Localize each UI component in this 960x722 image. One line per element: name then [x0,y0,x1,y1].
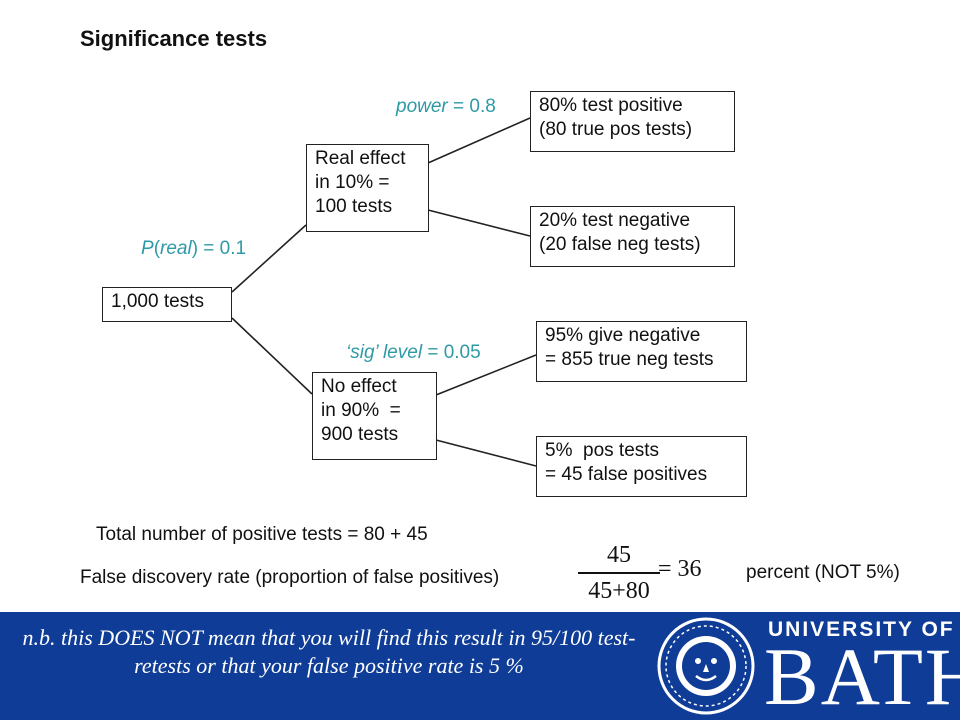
total-positive-text: Total number of positive tests = 80 + 45 [96,524,428,545]
node-real-effect: Real effect in 10% = 100 tests [306,144,429,232]
logo-university-of: UNIVERSITY OF [768,618,955,641]
connector-none-trueneg [435,354,537,396]
slide-title: Significance tests [80,26,268,51]
footer-band [0,612,960,720]
connector-root-real [231,224,307,293]
node-true-negative: 95% give negative = 855 true neg tests [536,321,747,382]
connector-real-falseneg [427,209,531,237]
percent-note: percent (NOT 5%) [746,562,900,583]
label-sig-level: ‘sig’ level = 0.05 [346,342,481,363]
fdr-numerator: 45 [607,542,631,568]
connector-real-truepos [427,117,531,164]
label-p-real: P(real) = 0.1 [141,238,247,259]
connector-none-falsepos [435,439,537,467]
node-root: 1,000 tests [102,287,232,322]
node-false-negative: 20% test negative (20 false neg tests) [530,206,735,267]
node-no-effect: No effect in 90% = 900 tests [312,372,437,460]
logo-bath: BATH [764,631,960,722]
connector-root-none [231,317,313,395]
fraction-bar [578,572,660,574]
footer-note: n.b. this DOES NOT mean that you will fi… [22,625,636,678]
node-false-positive: 5% pos tests = 45 false positives [536,436,747,497]
node-true-positive: 80% test positive (80 true pos tests) [530,91,735,152]
fdr-label: False discovery rate (proportion of fals… [80,567,500,588]
fdr-result: = 36 [658,556,702,582]
university-seal-icon [657,617,755,715]
label-power: power = 0.8 [396,96,496,117]
fdr-denominator: 45+80 [588,577,650,604]
fdr-fraction: 45 45+80 [578,540,660,606]
